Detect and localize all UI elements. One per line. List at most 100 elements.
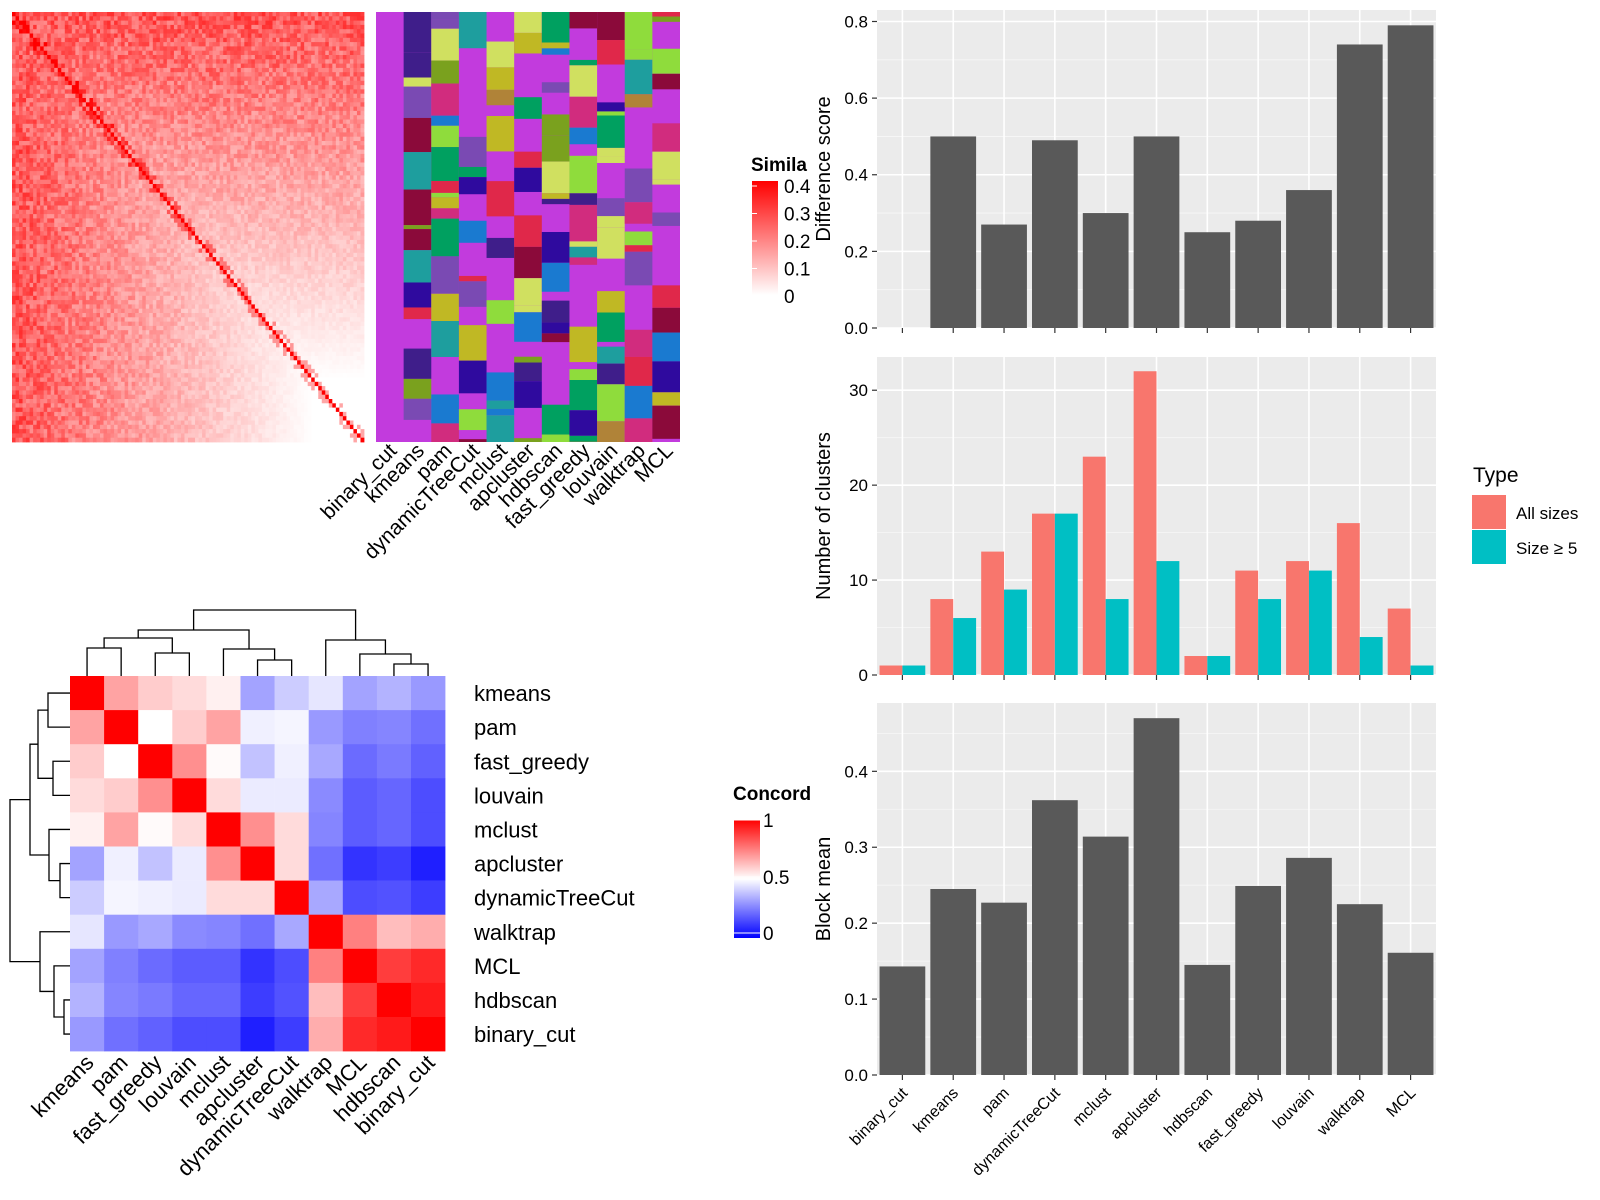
similarity-cell <box>71 136 76 142</box>
similarity-cell <box>321 89 326 95</box>
similarity-cell <box>195 106 199 112</box>
similarity-cell <box>15 162 20 168</box>
similarity-cell <box>244 110 249 116</box>
similarity-cell <box>145 123 150 129</box>
similarity-cell <box>50 188 55 193</box>
similarity-cell <box>15 184 20 189</box>
similarity-cell <box>33 42 38 47</box>
similarity-cell <box>233 141 238 146</box>
similarity-cell <box>40 222 45 228</box>
similarity-cell <box>26 63 30 69</box>
similarity-cell <box>43 188 48 193</box>
similarity-cell <box>251 63 256 69</box>
similarity-cell <box>131 136 136 142</box>
similarity-cell <box>230 149 235 155</box>
similarity-cell <box>149 136 154 142</box>
similarity-cell <box>219 110 224 116</box>
similarity-cell <box>349 59 354 64</box>
similarity-cell <box>114 55 118 60</box>
similarity-cell <box>286 149 291 155</box>
similarity-cell <box>117 175 122 181</box>
similarity-cell <box>335 55 340 60</box>
similarity-cell <box>82 85 87 90</box>
similarity-cell <box>272 222 277 228</box>
similarity-cell <box>40 63 45 69</box>
similarity-cell <box>272 98 277 103</box>
similarity-cell <box>100 85 104 90</box>
similarity-cell <box>353 46 358 52</box>
similarity-cell <box>61 162 66 168</box>
similarity-cell <box>22 12 27 17</box>
similarity-cell <box>276 128 280 133</box>
similarity-cell <box>356 80 361 86</box>
similarity-cell <box>135 179 140 185</box>
similarity-cell <box>293 209 298 215</box>
similarity-cell <box>19 128 23 133</box>
similarity-cell <box>156 37 161 43</box>
similarity-cell <box>107 76 111 82</box>
similarity-cell <box>318 179 323 185</box>
similarity-cell <box>145 162 150 168</box>
similarity-cell <box>15 119 20 125</box>
similarity-cell <box>184 72 189 77</box>
similarity-cell <box>279 16 284 21</box>
similarity-cell <box>135 102 140 107</box>
similarity-cell <box>145 188 150 193</box>
similarity-cell <box>191 115 196 120</box>
similarity-cell <box>205 29 210 34</box>
similarity-cell <box>276 184 280 189</box>
similarity-cell <box>342 24 347 30</box>
similarity-cell <box>128 115 133 120</box>
similarity-cell <box>300 196 305 202</box>
similarity-cell <box>57 76 62 82</box>
similarity-cell <box>265 209 270 215</box>
similarity-cell <box>159 55 164 60</box>
similarity-cell <box>100 209 104 215</box>
similarity-cell <box>107 42 111 47</box>
similarity-cell <box>325 46 330 52</box>
similarity-cell <box>265 184 270 189</box>
similarity-cell <box>85 188 90 193</box>
similarity-cell <box>40 20 45 26</box>
similarity-cell <box>240 115 245 120</box>
similarity-cell <box>318 42 323 47</box>
similarity-cell <box>240 188 245 193</box>
similarity-cell <box>75 89 80 95</box>
similarity-cell <box>159 119 164 125</box>
similarity-cell <box>300 209 305 215</box>
similarity-cell <box>268 218 273 224</box>
similarity-cell <box>68 89 73 95</box>
similarity-cell <box>170 123 175 129</box>
similarity-cell <box>78 123 83 129</box>
similarity-cell <box>61 63 66 69</box>
similarity-cell <box>159 33 164 39</box>
similarity-cell <box>258 132 263 138</box>
similarity-cell <box>114 184 118 189</box>
similarity-cell <box>290 110 294 116</box>
similarity-cell <box>57 110 62 116</box>
similarity-cell <box>286 196 291 202</box>
similarity-cell <box>251 106 256 112</box>
similarity-cell <box>50 175 55 181</box>
similarity-cell <box>216 85 221 90</box>
similarity-cell <box>135 205 140 211</box>
similarity-cell <box>268 209 273 215</box>
similarity-cell <box>75 196 80 202</box>
similarity-cell <box>244 72 249 77</box>
similarity-cell <box>342 162 347 168</box>
similarity-cell <box>342 218 347 224</box>
similarity-cell <box>184 93 189 99</box>
similarity-cell <box>360 153 365 159</box>
similarity-cell <box>339 205 344 211</box>
similarity-cell <box>40 55 45 60</box>
similarity-cell <box>342 171 347 176</box>
similarity-cell <box>159 214 164 219</box>
similarity-cell <box>114 98 118 103</box>
similarity-cell <box>85 184 90 189</box>
similarity-cell <box>96 218 101 224</box>
similarity-cell <box>254 12 259 17</box>
similarity-cell <box>12 136 16 142</box>
similarity-cell <box>328 85 333 90</box>
similarity-cell <box>71 63 76 69</box>
similarity-cell <box>293 20 298 26</box>
